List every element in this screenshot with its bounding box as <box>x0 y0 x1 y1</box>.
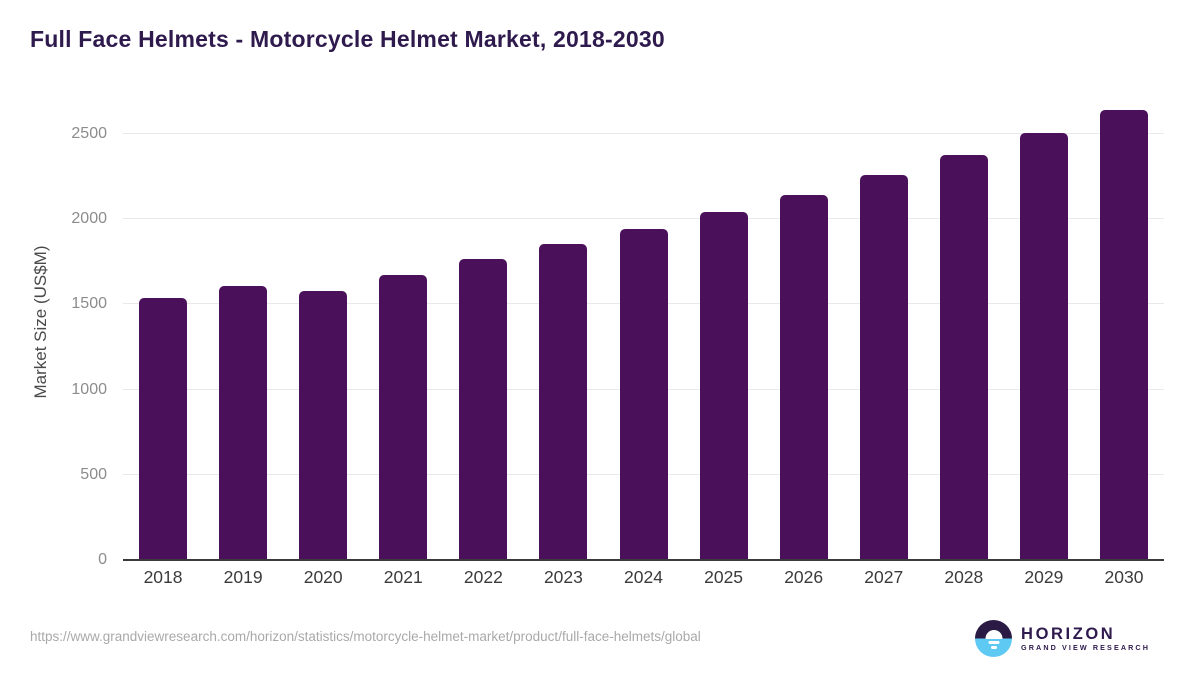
logo-tagline: GRAND VIEW RESEARCH <box>1021 643 1150 653</box>
bar-slot-2026 <box>764 100 844 560</box>
bar-2024 <box>619 228 668 560</box>
horizon-sun-icon <box>975 620 1013 657</box>
x-tick-label-2030: 2030 <box>1104 567 1144 587</box>
x-tick-label-2024: 2024 <box>624 567 663 587</box>
x-tick-label-2022: 2022 <box>463 567 503 587</box>
bar-2027 <box>859 174 908 560</box>
x-tick-label-2020: 2020 <box>303 567 343 587</box>
x-tick-label-2021: 2021 <box>383 567 423 587</box>
y-tick-label-2500: 2500 <box>71 125 107 143</box>
bar-slot-2025 <box>684 100 764 560</box>
bar-2029 <box>1019 133 1068 560</box>
bar-slot-2018 <box>123 100 203 560</box>
logo-wordmark: HORIZON <box>1021 624 1116 643</box>
y-tick-label-2000: 2000 <box>71 210 107 228</box>
bar-2030 <box>1099 110 1148 560</box>
bar-slot-2024 <box>603 100 683 560</box>
y-tick-label-0: 0 <box>98 551 107 568</box>
bar-slot-2030 <box>1084 100 1164 560</box>
bar-2026 <box>779 194 828 560</box>
bar-slot-2019 <box>203 100 283 560</box>
x-tick-label-2025: 2025 <box>704 567 744 587</box>
bar-2023 <box>539 243 588 560</box>
x-tick-label-2028: 2028 <box>944 567 984 587</box>
y-tick-label-500: 500 <box>80 465 107 483</box>
bar-slot-2022 <box>443 100 523 560</box>
bar-2018 <box>139 298 188 560</box>
plot-area <box>123 100 1164 561</box>
bar-slot-2027 <box>844 100 924 560</box>
sun-reflection-dash <box>990 646 997 649</box>
gridline-2500 <box>123 133 1164 135</box>
bar-slot-2020 <box>283 100 363 560</box>
bar-slot-2021 <box>363 100 443 560</box>
logo-text: HORIZON GRAND VIEW RESEARCH <box>1021 626 1150 652</box>
bar-2025 <box>699 212 748 560</box>
x-axis-tick-labels: 2018 2019 2020 2021 2022 2023 2024 2025 2026 2027… <box>123 567 1164 588</box>
bar-series <box>123 100 1164 560</box>
bar-2028 <box>939 155 988 560</box>
gridline-2000 <box>123 218 1164 220</box>
x-tick-label-2023: 2023 <box>543 567 583 587</box>
y-axis-tick-labels: 0 500 1000 1500 2000 2500 <box>0 100 107 568</box>
y-tick-label-1000: 1000 <box>71 380 107 398</box>
x-tick-label-2019: 2019 <box>223 567 263 587</box>
bar-slot-2029 <box>1004 100 1084 560</box>
horizon-logo: HORIZON GRAND VIEW RESEARCH <box>975 620 1150 657</box>
chart-title: Full Face Helmets - Motorcycle Helmet Ma… <box>30 26 665 52</box>
x-tick-label-2027: 2027 <box>864 567 904 587</box>
source-url: https://www.grandviewresearch.com/horizo… <box>30 629 701 644</box>
bar-slot-2023 <box>523 100 603 560</box>
bar-slot-2028 <box>924 100 1004 560</box>
x-tick-label-2029: 2029 <box>1024 567 1064 587</box>
sun-reflection-dash <box>988 641 1000 644</box>
x-tick-label-2018: 2018 <box>143 567 183 587</box>
bar-2020 <box>299 290 348 560</box>
bar-2022 <box>459 259 508 560</box>
x-axis-line <box>123 559 1164 561</box>
sun-shape <box>985 629 1003 639</box>
y-tick-label-1500: 1500 <box>71 295 107 313</box>
x-tick-label-2026: 2026 <box>784 567 824 587</box>
bar-2021 <box>379 274 428 560</box>
bar-2019 <box>219 285 268 560</box>
